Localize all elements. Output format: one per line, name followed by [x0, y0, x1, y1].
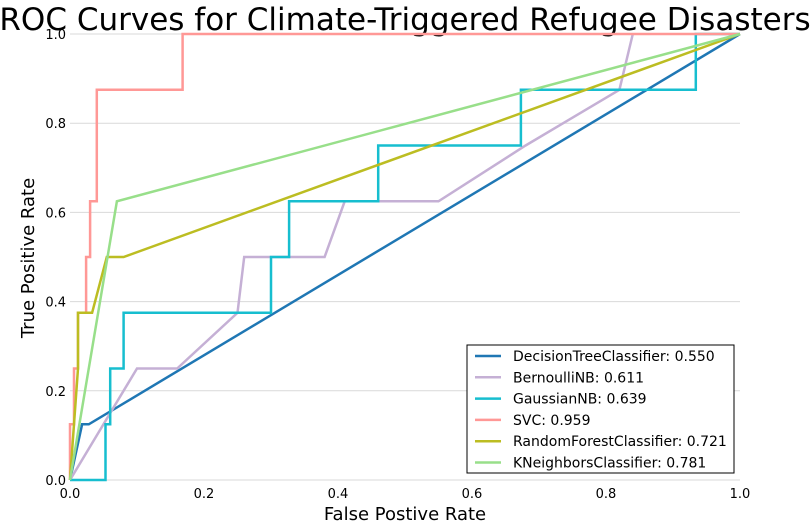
legend-label: SVC: 0.959: [513, 413, 591, 429]
legend-label: GaussianNB: 0.639: [513, 392, 647, 408]
series-line-3: [68, 32, 740, 480]
legend-label: BernoulliNB: 0.611: [513, 370, 644, 386]
y-axis-label: True Positive Rate: [18, 178, 39, 339]
series-line-4: [68, 32, 741, 481]
legend-label: KNeighborsClassifier: 0.781: [513, 456, 706, 472]
x-tick-label: 1.0: [730, 487, 751, 502]
y-tick-label: 1.0: [45, 28, 66, 43]
legend-label: DecisionTreeClassifier: 0.550: [513, 349, 715, 365]
legend-box: [466, 344, 735, 474]
x-axis-label: False Postive Rate: [324, 504, 486, 525]
y-tick-label: 0.8: [45, 117, 66, 132]
series-line-0: [68, 32, 741, 481]
y-tick-label: 0.0: [45, 474, 66, 489]
legend-label: RandomForestClassifier: 0.721: [513, 434, 727, 450]
y-tick-label: 0.4: [45, 296, 66, 311]
y-tick-label: 0.6: [45, 206, 66, 221]
x-tick-label: 0.0: [60, 487, 81, 502]
series-lines: [68, 32, 741, 482]
legend: DecisionTreeClassifier: 0.550 BernoulliNB…: [466, 344, 735, 474]
chart-title: ROC Curves for Climate-Triggered Refugee…: [0, 2, 810, 38]
x-tick-label: 0.4: [328, 487, 349, 502]
y-tick-label: 0.2: [45, 385, 66, 400]
x-tick-label: 0.8: [596, 487, 617, 502]
axis-ticks: 0.0 0.2 0.4 0.6 0.8 1.0 0.0 0.2 0.4 0.6 0.8 1.0: [45, 28, 750, 502]
x-tick-label: 0.6: [462, 487, 483, 502]
series-line-5: [68, 32, 741, 481]
series-line-2: [70, 32, 740, 482]
series-line-1: [68, 33, 635, 481]
x-tick-label: 0.2: [194, 487, 215, 502]
